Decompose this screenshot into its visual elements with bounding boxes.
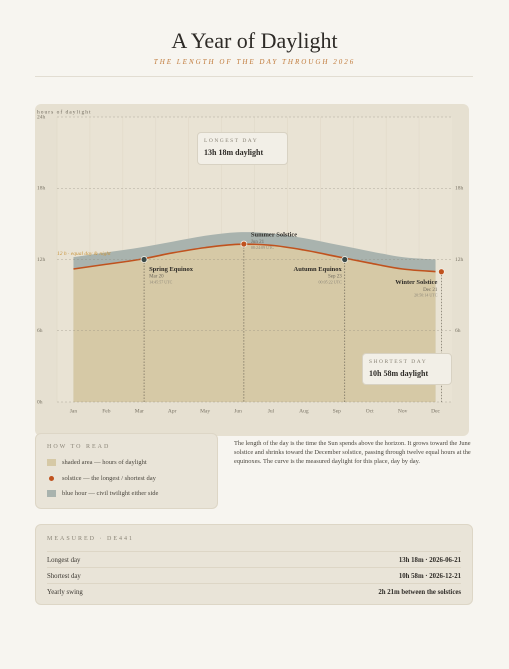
callout: SHORTEST DAY 10h 58m daylight [362,353,452,385]
x-tick-label: Dec [431,408,440,414]
x-tick-label: Aug [299,408,309,414]
y-tick-label: 0h [37,399,43,405]
row-value: 13h 18m · 2026-06-21 [398,556,461,564]
legend-label: solstice — the longest / shortest day [62,475,156,482]
legend-title: HOW TO READ [47,444,111,450]
event-marker [240,240,248,248]
event-time: 20:50:14 UTC [414,293,438,298]
y-tick-label: 6h [37,328,43,334]
measure-row: Longest day 13h 18m · 2026-06-21 [47,551,461,568]
event-time: 08:24:09 UTC [251,245,275,250]
y-tick-label-right: 12h [455,257,464,263]
row-value: 10h 58m · 2026-12-21 [398,572,461,580]
callout-title: SHORTEST DAY [369,359,428,365]
x-tick-label: Apr [168,408,177,414]
x-tick-label: Oct [366,408,374,414]
daylight-line [73,243,436,273]
event-label: Spring Equinox [149,266,194,273]
event-marker [437,268,445,276]
legend-label: blue hour — civil twilight either side [62,490,159,497]
measured-panel: MEASURED · DE441 Longest day 13h 18m · 20… [35,524,473,605]
x-tick-label: Feb [102,408,111,414]
y-tick-label: 12h [37,257,46,263]
event-label: Winter Solstice [395,279,437,286]
callout: LONGEST DAY 13h 18m daylight [197,132,288,165]
legend-swatch [49,476,54,481]
callout-text: 13h 18m daylight [204,148,264,157]
legend-item: solstice — the longest / shortest day [47,475,156,482]
title: A Year of Daylight [171,28,338,53]
y-tick-label: 18h [37,186,46,192]
x-tick-label: May [200,408,210,414]
legend-item: blue hour — civil twilight either side [47,490,158,497]
measure-row: Yearly swing 2h 21m between the solstices [47,583,461,600]
event-label: Summer Solstice [251,232,297,239]
event-time: 00:05:22 UTC [319,279,343,284]
x-tick-label: Nov [398,408,408,414]
event-date: Jun 21 [251,240,265,245]
subtitle: THE LENGTH OF THE DAY THROUGH 2026 [153,58,356,66]
legend-label: shaded area — hours of daylight [62,459,147,466]
legend-swatch [47,490,56,497]
x-tick-label: Sep [333,408,342,414]
measure-row: Shortest day 10h 58m · 2026-12-21 [47,567,461,584]
row-label: Shortest day [47,572,81,580]
legend-swatch [47,459,56,466]
event-date: Dec 21 [423,288,438,293]
reference-label: 12 h · equal day & night [57,251,111,257]
event-marker [140,256,148,263]
row-value: 2h 21m between the solstices [378,588,461,596]
callout-title: LONGEST DAY [204,138,259,144]
event-date: Sep 23 [328,275,342,280]
x-tick-label: Jun [234,408,242,414]
y-tick-label: 24h [37,114,46,120]
panel-title: MEASURED · DE441 [47,536,134,542]
chart-card: hours of daylight 0h 6h 6h 12h 12h 18h 18h 24h 12… [35,104,469,436]
y-tick-label-right: 18h [455,186,464,192]
description: The length of the day is the time the Su… [234,440,471,466]
y-axis-label: hours of daylight [37,108,92,115]
legend-item: shaded area — hours of daylight [47,459,147,466]
row-label: Yearly swing [47,588,83,596]
y-tick-label-right: 6h [455,328,461,334]
legend: HOW TO READ shaded area — hours of dayli… [35,433,218,509]
x-tick-label: Jan [70,408,78,414]
x-tick-label: Mar [135,408,144,414]
row-label: Longest day [47,556,81,564]
event-date: Mar 20 [149,275,164,280]
event-marker [341,256,349,263]
callout-text: 10h 58m daylight [369,369,429,378]
event-label: Autumn Equinox [294,266,343,273]
event-time: 14:45:57 UTC [149,279,173,284]
x-tick-label: Jul [268,408,275,414]
divider [35,76,473,77]
